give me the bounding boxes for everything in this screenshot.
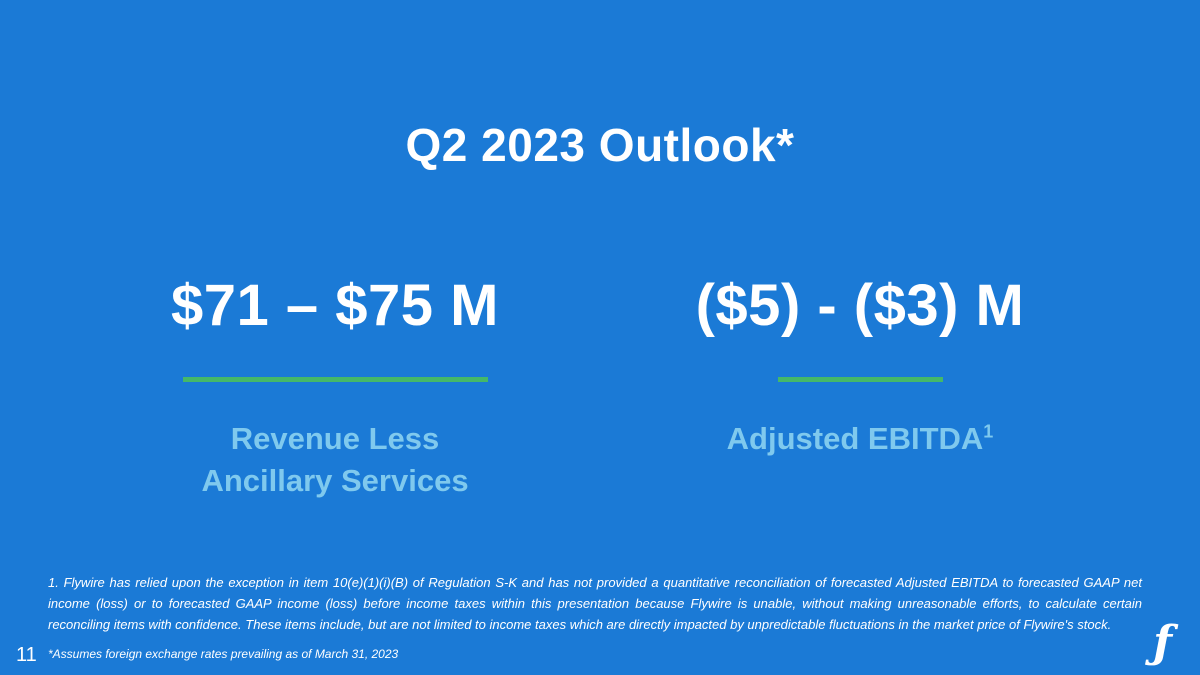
ebitda-label: Adjusted EBITDA1 xyxy=(640,418,1080,460)
ebitda-value: ($5) - ($3) M xyxy=(695,273,1025,338)
ebitda-label-text: Adjusted EBITDA xyxy=(726,421,984,456)
flywire-logo: ƒ xyxy=(1153,617,1172,668)
revenue-underline-rule xyxy=(182,377,488,382)
ebitda-footnote-marker: 1 xyxy=(983,421,994,442)
revenue-label: Revenue Less Ancillary Services xyxy=(105,418,565,502)
page-number: 11 xyxy=(16,644,37,666)
fx-rate-note: *Assumes foreign exchange rates prevaili… xyxy=(48,647,399,661)
revenue-label-line2: Ancillary Services xyxy=(201,462,469,498)
revenue-label-line1: Revenue Less xyxy=(230,421,440,456)
slide-title: Q2 2023 Outlook* xyxy=(405,119,795,171)
revenue-value: $71 – $75 M xyxy=(171,273,499,338)
metric-revenue: $71 – $75 M Revenue Less Ancillary Servi… xyxy=(105,272,565,502)
metric-ebitda: ($5) - ($3) M Adjusted EBITDA1 xyxy=(640,272,1080,460)
ebitda-underline-rule xyxy=(777,377,943,382)
footnote-text: 1. Flywire has relied upon the exception… xyxy=(48,575,1142,632)
